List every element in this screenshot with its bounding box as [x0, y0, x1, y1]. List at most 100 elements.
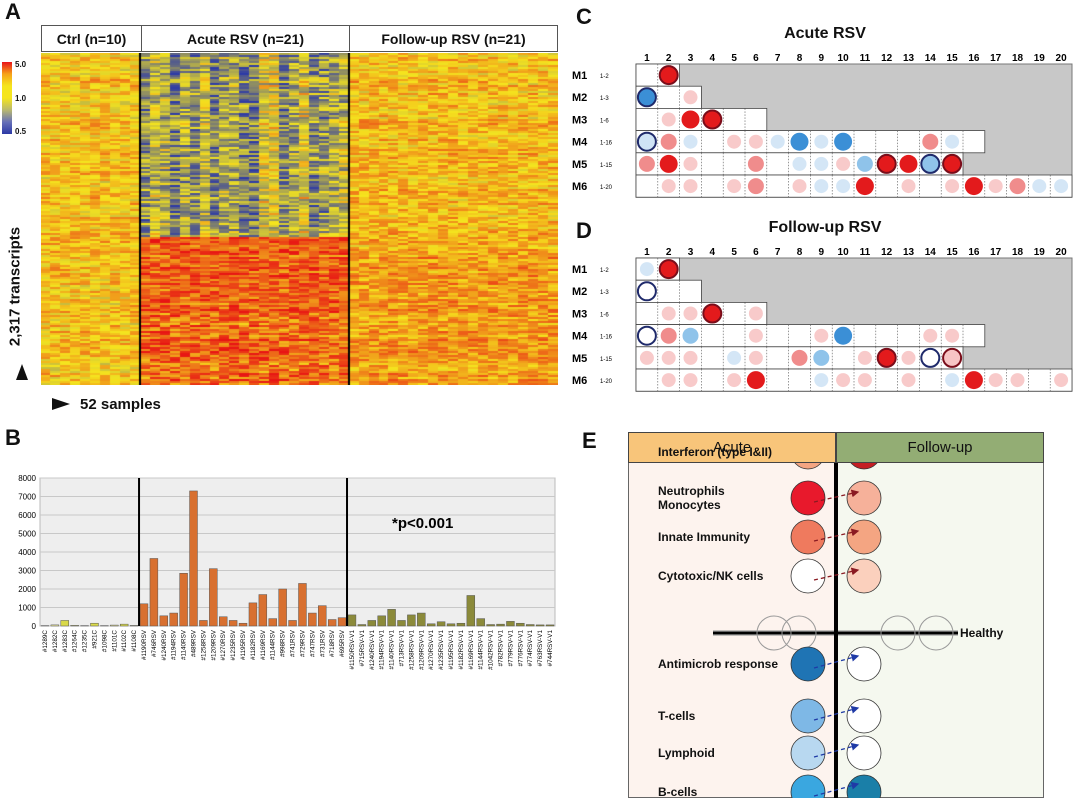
acute-module-spot	[660, 133, 677, 150]
acute-module-spot	[702, 109, 723, 130]
acute-row-label-m2: M2	[572, 92, 587, 104]
y-tick-label: 4000	[18, 548, 36, 557]
x-tick-label: #1289C	[42, 630, 49, 653]
followup-module-spot	[945, 373, 960, 388]
x-tick-label: #747RSV	[309, 629, 316, 657]
bar	[278, 588, 287, 627]
acute-module-spot	[790, 132, 809, 151]
bar	[50, 624, 60, 627]
x-tick-label: #1098C	[101, 630, 108, 653]
acute-column-label: 6	[753, 53, 759, 64]
x-tick-label: #1144RSV	[270, 629, 277, 660]
bar	[159, 615, 169, 627]
x-tick-label: #1102C	[121, 630, 128, 652]
acute-module-spot	[661, 179, 676, 194]
x-tick-label: #776RSV-V1	[517, 630, 524, 667]
bar	[397, 620, 406, 627]
bar	[238, 622, 248, 627]
followup-module-spot	[901, 373, 916, 388]
acute-module-spot	[747, 155, 764, 172]
trajectory-arrow	[813, 781, 860, 797]
acute-module-spot	[727, 134, 742, 149]
followup-module-spot	[683, 350, 698, 365]
acute-header: Acute	[628, 432, 836, 463]
acute-module-spot	[770, 134, 785, 149]
healthy-reference-circle	[756, 615, 792, 651]
p-value-annotation: *p<0.001	[392, 515, 453, 532]
acute-module-spot	[727, 179, 742, 194]
acute-row-range: 1-20	[600, 185, 613, 191]
followup-column-label: 8	[797, 247, 803, 258]
followup-module-spot	[920, 347, 941, 368]
acute-column-label: 16	[968, 53, 980, 64]
followup-module-spot	[727, 373, 742, 388]
followup-module-spot	[658, 259, 679, 280]
x-tick-label: #779RSV-V1	[507, 630, 514, 667]
x-tick-label: #774RSV-V1	[527, 630, 534, 667]
acute-column-label: 12	[881, 53, 893, 64]
followup-module-spot	[748, 350, 763, 365]
followup-column-label: 2	[666, 247, 672, 258]
acute-column-label: 18	[1012, 53, 1024, 64]
followup-column-label: 20	[1056, 247, 1068, 258]
group-header-acute: Acute RSV (n=21)	[141, 25, 350, 52]
y-tick-label: 2000	[18, 585, 36, 594]
acute-module-spot	[834, 132, 853, 151]
bar	[337, 617, 347, 627]
followup-module-spot	[836, 373, 851, 388]
y-tick-label: 6000	[18, 511, 36, 520]
followup-module-spot	[814, 373, 829, 388]
acute-module-spot	[636, 87, 657, 108]
bar	[436, 621, 446, 627]
bar	[327, 619, 337, 627]
bar	[476, 618, 485, 627]
acute-column-label: 20	[1056, 53, 1068, 64]
followup-column-label: 4	[710, 247, 716, 258]
trajectory-label: Interferon (type I&II)	[658, 445, 773, 459]
followup-module-spot	[683, 306, 698, 321]
acute-column-label: 8	[797, 53, 803, 64]
trajectory-arrow	[813, 567, 860, 581]
healthy-label: Healthy	[960, 626, 1004, 640]
y-arrow-icon	[16, 364, 28, 380]
acute-module-spot	[683, 156, 698, 171]
trajectory-arrow	[813, 705, 860, 721]
bar	[446, 623, 456, 627]
bar	[427, 623, 436, 627]
followup-column-label: 16	[968, 247, 980, 258]
followup-module-spot	[857, 373, 872, 388]
acute-module-spot	[792, 156, 807, 171]
x-tick-label: #1194RSV-V1	[379, 630, 386, 670]
bar	[60, 620, 69, 627]
followup-module-spot	[661, 350, 676, 365]
acute-row-label-m5: M5	[572, 159, 587, 171]
acute-column-label: 19	[1034, 53, 1046, 64]
acute-state-circle	[790, 519, 826, 555]
bar	[70, 625, 79, 627]
panel-e: Acute Follow-up Interferon (type I&II) Ne…	[628, 432, 1044, 799]
followup-module-spot	[964, 371, 983, 390]
x-tick-label: #1150RSV-V1	[349, 630, 356, 670]
followup-module-spot	[702, 303, 723, 324]
bar	[456, 622, 466, 627]
followup-row-label-m5: M5	[572, 353, 587, 365]
acute-module-spot	[638, 155, 655, 172]
x-tick-label: #729RSV	[299, 629, 306, 657]
acute-row-label-m4: M4	[572, 137, 588, 149]
followup-column-label: 19	[1034, 247, 1046, 258]
followup-column-label: 15	[947, 247, 959, 258]
followup-state-circle	[846, 558, 882, 594]
followup-row-range: 1-20	[600, 379, 613, 385]
acute-column-label: 4	[710, 53, 716, 64]
x-tick-label: #695RSV	[339, 629, 346, 657]
acute-module-spot	[636, 131, 657, 152]
acute-module-spot	[899, 154, 918, 173]
followup-module-spot	[945, 328, 960, 343]
followup-module-spot	[813, 349, 830, 366]
followup-module-spot	[661, 306, 676, 321]
x-tick-label: #1195RSV-V1	[448, 630, 455, 670]
followup-column-label: 3	[688, 247, 694, 258]
acute-row-label-m3: M3	[572, 114, 587, 126]
bar	[199, 620, 208, 627]
bar	[209, 568, 218, 627]
